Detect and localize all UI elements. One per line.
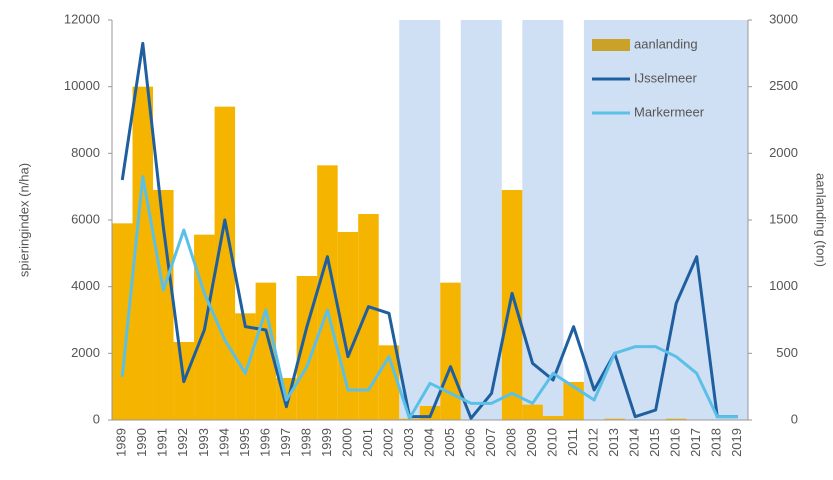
x-tick-label: 2017 [688, 428, 703, 457]
x-tick-label: 2016 [668, 428, 683, 457]
x-tick-label: 1999 [319, 428, 334, 457]
bar [112, 223, 133, 420]
y-tick-label: 0 [93, 411, 100, 426]
x-tick-label: 1996 [257, 428, 272, 457]
y2-tick-label: 0 [791, 411, 798, 426]
shaded-period [460, 20, 502, 420]
x-tick-label: 2013 [606, 428, 621, 457]
y-tick-label: 2000 [71, 345, 100, 360]
bar [153, 190, 174, 420]
x-tick-label: 2010 [545, 428, 560, 457]
legend-swatch [592, 39, 630, 51]
bar [604, 418, 625, 420]
y2-tick-label: 2500 [769, 78, 798, 93]
bar [542, 416, 564, 420]
bar [440, 282, 461, 420]
y-tick-label: 6000 [71, 211, 100, 226]
x-tick-label: 2000 [339, 428, 354, 457]
x-tick-label: 2005 [442, 428, 457, 457]
x-tick-label: 2002 [380, 428, 395, 457]
bar [665, 418, 687, 420]
x-tick-label: 1993 [196, 428, 211, 457]
bar [522, 404, 543, 420]
x-tick-label: 2019 [729, 428, 744, 457]
line [120, 175, 738, 420]
line [120, 41, 738, 420]
bar [255, 282, 277, 420]
bar [235, 313, 256, 420]
y-tick-label: 8000 [71, 145, 100, 160]
y-tick-label: 10000 [64, 78, 100, 93]
shaded-period [522, 20, 564, 420]
bar [317, 165, 338, 420]
y2-tick-label: 2000 [769, 145, 798, 160]
x-tick-label: 2006 [462, 428, 477, 457]
x-tick-label: 2007 [483, 428, 498, 457]
x-tick-label: 2018 [709, 428, 724, 457]
legend-label: aanlanding [634, 36, 698, 51]
x-tick-label: 1994 [216, 428, 231, 457]
y-tick-label: 4000 [71, 278, 100, 293]
x-tick-label: 2008 [504, 428, 519, 457]
x-tick-label: 1989 [114, 428, 129, 457]
legend-label: IJsselmeer [634, 70, 698, 85]
y-tick-label: 12000 [64, 11, 100, 26]
bar [358, 214, 379, 420]
x-tick-label: 1991 [155, 428, 170, 457]
y2-tick-label: 1000 [769, 278, 798, 293]
x-tick-label: 1995 [237, 428, 252, 457]
x-tick-label: 2003 [401, 428, 416, 457]
x-tick-label: 2011 [565, 428, 580, 456]
x-tick-label: 2012 [586, 428, 601, 457]
bar [214, 106, 236, 421]
bar [501, 190, 523, 420]
y2-tick-label: 500 [776, 345, 798, 360]
y2-axis-label: aanlanding (ton) [814, 173, 829, 267]
x-tick-label: 2001 [360, 428, 375, 457]
x-tick-label: 1990 [134, 428, 149, 457]
x-tick-label: 2015 [647, 428, 662, 457]
legend-label: Markermeer [634, 104, 705, 119]
x-tick-label: 2004 [421, 428, 436, 457]
x-tick-label: 2009 [524, 428, 539, 457]
y2-tick-label: 1500 [769, 211, 798, 226]
bar [132, 86, 154, 421]
y-axis-label: spieringindex (n/ha) [16, 163, 31, 277]
x-tick-label: 2014 [627, 428, 642, 457]
x-tick-label: 1997 [278, 428, 293, 457]
x-tick-label: 1998 [298, 428, 313, 457]
shaded-period [399, 20, 441, 420]
x-tick-label: 1992 [175, 428, 190, 457]
y2-tick-label: 3000 [769, 11, 798, 26]
